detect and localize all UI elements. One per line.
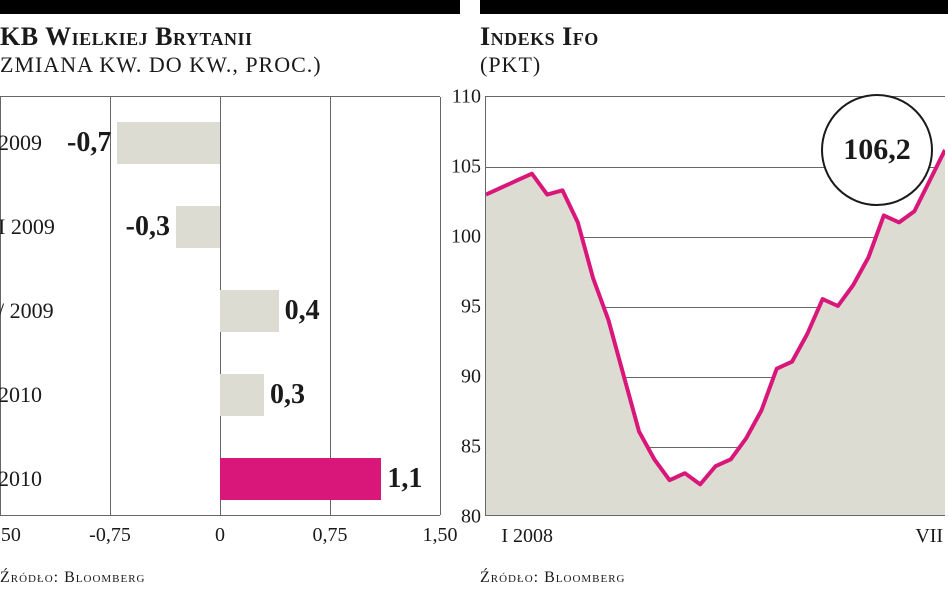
- panel-uk-gdp: KB Wielkiej Brytanii ZMIANA KW. DO KW., …: [0, 0, 460, 593]
- x-tick-label: VII 201: [915, 525, 948, 548]
- bar-rect: [176, 206, 220, 248]
- y-tick-label: 90: [461, 366, 486, 389]
- source-label: Źródło: Bloomberg: [480, 569, 626, 587]
- bar-rect: [220, 290, 279, 332]
- y-tick-label: 85: [461, 436, 486, 459]
- chart-title: KB Wielkiej Brytanii: [0, 22, 460, 52]
- panel-ifo-index: Indeks Ifo (PKT) 80859095100105110106,2I…: [460, 0, 948, 593]
- gridline-vertical: [440, 97, 441, 515]
- x-tick-label: -1,50: [0, 524, 21, 547]
- bar-rect: [220, 458, 381, 500]
- bar-rect: [117, 122, 220, 164]
- value-callout: 106,2: [821, 94, 933, 206]
- chart-subtitle: ZMIANA KW. DO KW., PROC.): [0, 52, 460, 78]
- y-tick-label: 110: [452, 86, 486, 109]
- bar-category-label: 2009: [0, 130, 42, 156]
- x-tick-label: 1,50: [423, 524, 458, 547]
- bar-plot: 2009 -0,7 I 2009 -0,3 / 2009 0,4 2010 0,3 2010 1,…: [0, 96, 440, 516]
- bar-row: 2009 -0,7: [0, 101, 440, 185]
- y-tick-label: 95: [461, 296, 486, 319]
- bar-value-label: 0,3: [270, 379, 305, 411]
- y-tick-label: 100: [451, 226, 486, 249]
- x-tick-label: 0: [215, 524, 225, 547]
- bar-category-label: 2010: [0, 466, 42, 492]
- x-tick-label: -0,75: [89, 524, 131, 547]
- line-plot: 80859095100105110106,2I 2008VII 201: [485, 96, 945, 516]
- bar-value-label: -0,7: [67, 127, 111, 159]
- bar-category-label: 2010: [0, 382, 42, 408]
- bar-row: 2010 0,3: [0, 353, 440, 437]
- x-tick-label: I 2008: [501, 525, 553, 548]
- bar-rect: [220, 374, 264, 416]
- bar-chart-area: 2009 -0,7 I 2009 -0,3 / 2009 0,4 2010 0,3 2010 1,…: [0, 96, 460, 516]
- bar-value-label: 0,4: [285, 295, 320, 327]
- bar-value-label: -0,3: [126, 211, 170, 243]
- bar-row: 2010 1,1: [0, 437, 440, 521]
- bar-x-axis: -1,50 -0,75 0 0,75 1,50: [0, 524, 460, 554]
- bar-category-label: I 2009: [0, 214, 55, 240]
- line-chart-area: 80859095100105110106,2I 2008VII 201: [485, 96, 948, 516]
- chart-title: Indeks Ifo: [480, 22, 948, 52]
- chart-subtitle: (PKT): [480, 52, 948, 78]
- bar-value-label: 1,1: [387, 463, 422, 495]
- bar-row: I 2009 -0,3: [0, 185, 440, 269]
- bar-category-label: / 2009: [0, 298, 54, 324]
- y-tick-label: 105: [451, 156, 486, 179]
- panel-topbar: [0, 0, 460, 14]
- y-tick-label: 80: [461, 506, 486, 529]
- x-tick-label: 0,75: [313, 524, 348, 547]
- source-label: Źródło: Bloomberg: [0, 569, 146, 587]
- panel-topbar: [480, 0, 948, 14]
- bar-row: / 2009 0,4: [0, 269, 440, 353]
